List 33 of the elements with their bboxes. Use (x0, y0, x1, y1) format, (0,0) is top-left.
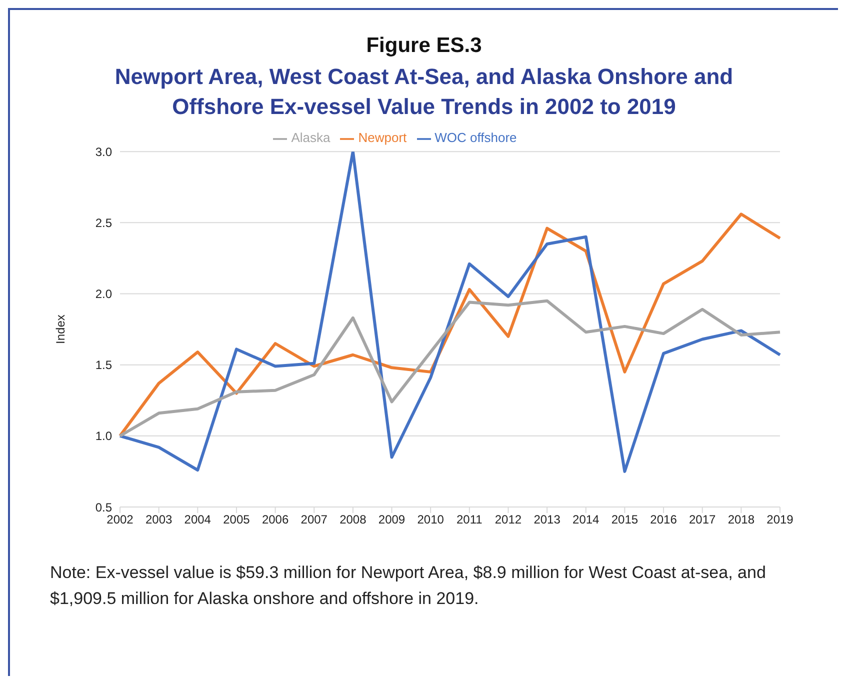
line-series (118, 299, 782, 438)
x-tick-label: 2007 (300, 512, 328, 527)
x-tick-label: 2011 (456, 512, 483, 527)
y-tick-label: 1.5 (95, 358, 112, 372)
x-tick-label: 2010 (417, 512, 444, 527)
x-tick-label: 2016 (650, 512, 678, 527)
chart-subtitle: Newport Area, West Coast At-Sea, and Alaska Onshore and Offshore Ex-vessel Value Trends in 2002 to 2019 (114, 63, 734, 121)
x-tick-label: 2008 (340, 512, 367, 527)
y-tick-label: 3.0 (95, 144, 112, 159)
x-tick-label: 2005 (223, 512, 250, 527)
x-tick-label: 2018 (728, 512, 755, 527)
x-tick-label: 2015 (611, 512, 638, 527)
x-tick-label: 2012 (494, 512, 522, 527)
x-tick-label: 2019 (766, 512, 794, 527)
x-tick-label: 2002 (106, 512, 134, 527)
chart-title: Figure ES.3 (365, 34, 483, 58)
line-series (118, 152, 782, 473)
x-tick-label: 2017 (689, 512, 716, 527)
legend-label: Newport (358, 130, 407, 145)
x-tick-label: 2014 (572, 512, 600, 527)
legend-label: Alaska (291, 130, 330, 145)
text: Note: Ex-vessel value is $59.3 million for Newport Area, $8.9 million for West Coast at-sea, and $1,909.5 million for Alaska onshore and offshore in 2019. (50, 562, 767, 610)
x-tick-label: 2003 (145, 512, 172, 527)
x-tick-label: 2009 (378, 512, 406, 527)
y-tick-label: 2.5 (95, 216, 112, 230)
y-tick-label: 2.0 (95, 286, 112, 301)
x-tick-label: 2013 (534, 512, 561, 527)
y-axis-title: Index (53, 314, 68, 344)
x-tick-label: 2006 (262, 512, 289, 527)
x-tick-label: 2004 (184, 512, 212, 527)
legend-label: WOC offshore (434, 130, 517, 145)
y-tick-label: 1.0 (95, 429, 112, 444)
y-tick-label: 0.5 (95, 500, 112, 514)
